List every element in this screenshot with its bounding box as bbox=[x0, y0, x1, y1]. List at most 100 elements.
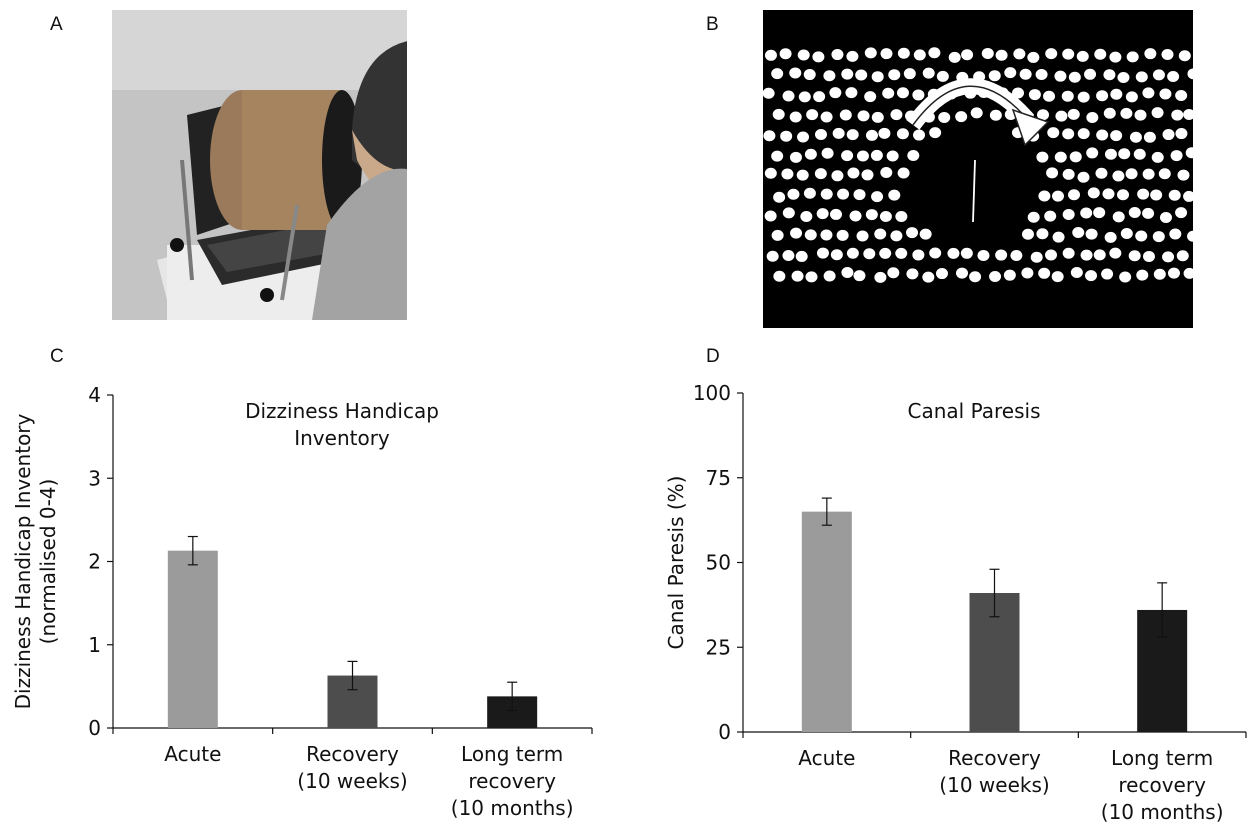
stimulus-dot bbox=[865, 129, 878, 141]
cp-y-axis-label: Canal Paresis (%) bbox=[664, 476, 688, 650]
stimulus-dot bbox=[913, 49, 926, 61]
stimulus-dot bbox=[856, 230, 869, 242]
stimulus-dot bbox=[1125, 168, 1138, 180]
stimulus-dot bbox=[845, 87, 858, 99]
stimulus-dot bbox=[1137, 188, 1150, 200]
stimulus-dot bbox=[955, 267, 968, 279]
stimulus-dot bbox=[906, 268, 919, 280]
stimulus-dot bbox=[1128, 250, 1141, 262]
stimulus-dot bbox=[1027, 51, 1040, 63]
stimulus-dot bbox=[857, 110, 870, 122]
stimulus-dot bbox=[1135, 230, 1148, 242]
stimulus-dot bbox=[1183, 267, 1193, 279]
fixation-line bbox=[972, 159, 976, 223]
stimulus-dot bbox=[764, 167, 777, 179]
dhi-category-label: Recovery (10 weeks) bbox=[297, 742, 407, 793]
stimulus-dot bbox=[763, 87, 775, 99]
stimulus-dot bbox=[796, 169, 809, 181]
stimulus-dot bbox=[1133, 148, 1146, 160]
stimulus-dot bbox=[1167, 267, 1180, 279]
stimulus-dot bbox=[829, 87, 842, 99]
stimulus-dot bbox=[1120, 107, 1133, 119]
stimulus-dot bbox=[897, 167, 910, 179]
stimulus-dot bbox=[1177, 169, 1190, 181]
stimulus-dot bbox=[804, 148, 817, 160]
stimulus-dot bbox=[903, 68, 916, 80]
stimulus-dot bbox=[1112, 170, 1125, 182]
stimulus-dot bbox=[1167, 70, 1180, 82]
stimulus-dot bbox=[880, 167, 893, 179]
stimulus-dot bbox=[1080, 207, 1093, 219]
stimulus-dot bbox=[803, 187, 816, 199]
stimulus-dot bbox=[1044, 210, 1057, 222]
stimulus-dot bbox=[816, 247, 829, 259]
stimulus-dot bbox=[779, 48, 792, 60]
stimulus-dot bbox=[1077, 171, 1090, 183]
stimulus-dot bbox=[895, 210, 908, 222]
stimulus-dot bbox=[764, 49, 777, 61]
stimulus-dot bbox=[821, 147, 834, 159]
panel-label-a: A bbox=[50, 14, 63, 35]
stimulus-dot bbox=[797, 49, 810, 61]
stimulus-dot bbox=[846, 129, 859, 141]
stimulus-dot bbox=[865, 209, 878, 221]
stimulus-dot bbox=[1086, 111, 1099, 123]
stimulus-dot bbox=[1036, 228, 1049, 240]
stimulus-dot bbox=[1045, 249, 1058, 261]
stimulus-dot bbox=[1109, 51, 1122, 63]
stimulus-dot bbox=[847, 167, 860, 179]
stimulus-dot bbox=[1062, 168, 1075, 180]
stimulus-dot bbox=[1136, 269, 1149, 281]
cp-y-tick-label: 100 bbox=[693, 381, 731, 405]
stimulus-dot bbox=[1175, 90, 1188, 102]
stimulus-dot bbox=[1151, 107, 1164, 119]
stimulus-dot bbox=[995, 49, 1008, 61]
stimulus-dot bbox=[864, 91, 877, 103]
stimulus-dot bbox=[771, 68, 784, 80]
cp-y-tick-label: 50 bbox=[706, 551, 731, 575]
stimulus-dot bbox=[789, 111, 802, 123]
stimulus-dot bbox=[871, 191, 884, 203]
stimulus-dot bbox=[1036, 151, 1049, 163]
stimulus-dot bbox=[1178, 50, 1191, 62]
stimulus-dot bbox=[1183, 108, 1193, 120]
stimulus-dot bbox=[803, 69, 816, 81]
stimulus-dot bbox=[1158, 168, 1171, 180]
stimulus-dot bbox=[1118, 148, 1131, 160]
stimulus-dot bbox=[938, 111, 951, 123]
stimulus-dot bbox=[1004, 67, 1017, 79]
stimulus-dot bbox=[1183, 190, 1193, 202]
stimulus-dot bbox=[766, 250, 779, 262]
stimulus-dot bbox=[896, 87, 909, 99]
stimulus-dot bbox=[1080, 249, 1093, 261]
stimulus-dot bbox=[1153, 268, 1166, 280]
stimulus-dot bbox=[1159, 88, 1172, 100]
stimulus-dot bbox=[1176, 250, 1189, 262]
stimulus-dot bbox=[1104, 148, 1117, 160]
participant-photo-drawing bbox=[112, 10, 407, 320]
stimulus-dot bbox=[841, 267, 854, 279]
stimulus-dot bbox=[1013, 48, 1026, 60]
stimulus-dot bbox=[1143, 131, 1156, 143]
stimulus-dot bbox=[970, 107, 983, 119]
stimulus-dot bbox=[1142, 168, 1155, 180]
stimulus-dot bbox=[870, 149, 883, 161]
stimulus-dot bbox=[1150, 189, 1163, 201]
stimulus-dot bbox=[1171, 109, 1184, 121]
stimulus-dot bbox=[831, 49, 844, 61]
stimulus-dot bbox=[960, 247, 973, 259]
canal-paresis-chart: 0 25 50 75 100 Acute Recovery (10 weeks) Long te… bbox=[664, 381, 1247, 824]
stimulus-dot bbox=[1152, 231, 1165, 243]
stimulus-dot bbox=[813, 91, 826, 103]
stimulus-dot bbox=[1175, 128, 1188, 140]
stimulus-dot bbox=[1142, 250, 1155, 262]
stimulus-dot bbox=[772, 108, 785, 120]
panel-label-d: D bbox=[706, 346, 720, 367]
stimulus-dot bbox=[1051, 271, 1064, 283]
stimulus-dot bbox=[789, 67, 802, 79]
dhi-y-axis-label-2: (normalised 0-4) bbox=[36, 479, 60, 645]
stimulus-dot bbox=[787, 188, 800, 200]
stimulus-dot bbox=[763, 130, 776, 142]
stimulus-dot bbox=[1054, 70, 1067, 82]
stimulus-dot bbox=[820, 229, 833, 241]
